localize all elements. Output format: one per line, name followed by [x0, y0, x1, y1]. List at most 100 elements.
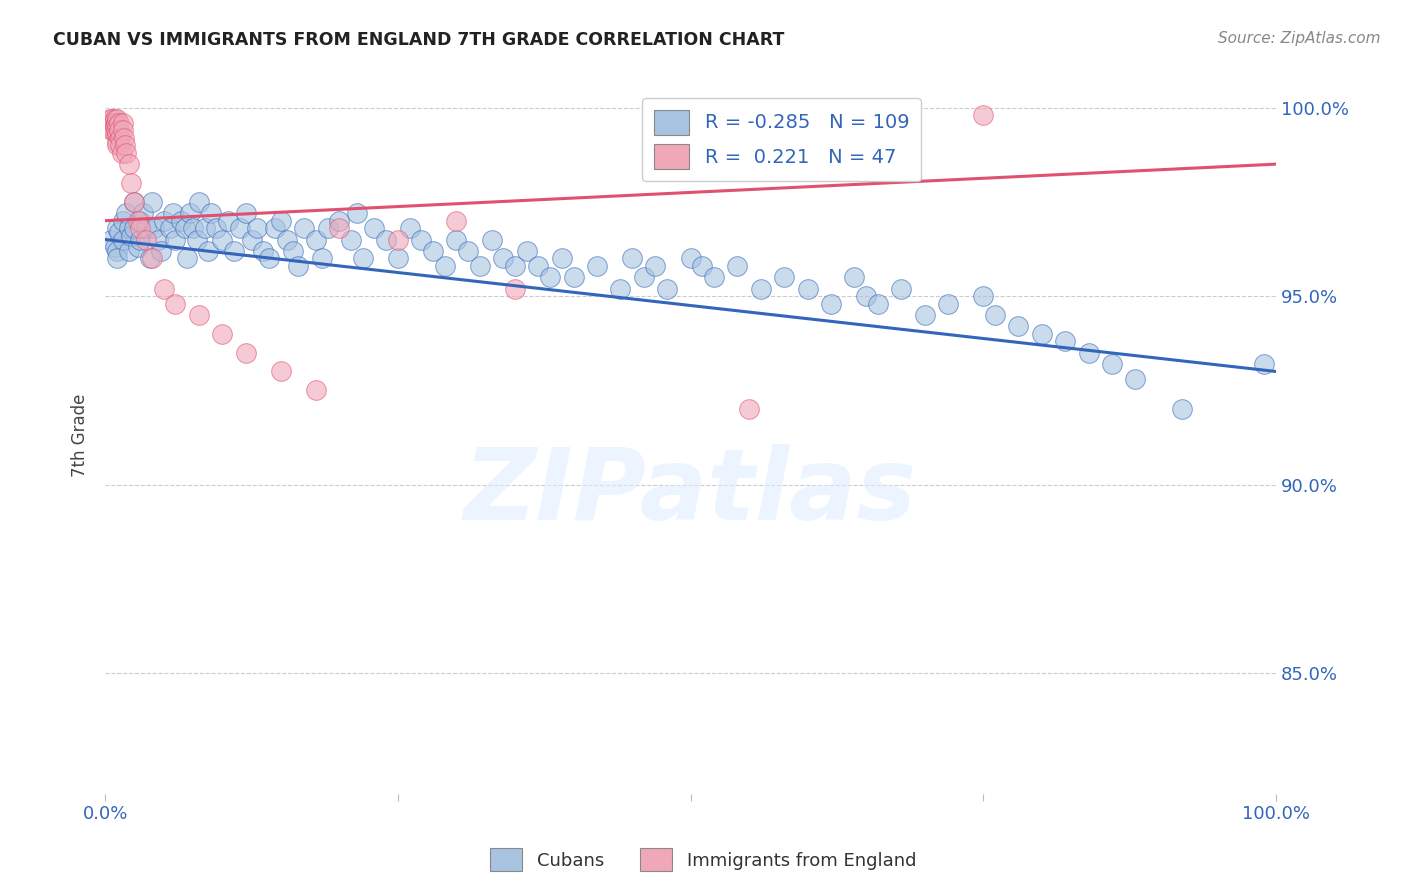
- Point: [200, 206, 222, 220]
- Point: [111, 116, 134, 130]
- Point: [972, 289, 994, 303]
- Point: [855, 289, 877, 303]
- Text: Source: ZipAtlas.com: Source: ZipAtlas.com: [1218, 31, 1381, 46]
- Point: [105, 112, 128, 126]
- Point: [252, 244, 274, 258]
- Point: [100, 116, 122, 130]
- Point: [114, 138, 136, 153]
- Point: [105, 138, 128, 153]
- Point: [621, 252, 644, 266]
- Point: [146, 233, 169, 247]
- Point: [305, 384, 328, 398]
- Point: [1253, 357, 1275, 371]
- Point: [738, 402, 761, 417]
- Point: [586, 259, 609, 273]
- Point: [516, 244, 538, 258]
- Point: [972, 108, 994, 122]
- Point: [363, 221, 385, 235]
- Point: [97, 120, 120, 134]
- Point: [187, 194, 209, 209]
- Point: [105, 120, 128, 134]
- Point: [141, 252, 163, 266]
- Point: [186, 233, 208, 247]
- Point: [105, 135, 128, 149]
- Point: [100, 233, 122, 247]
- Point: [281, 244, 304, 258]
- Point: [270, 364, 292, 378]
- Text: CUBAN VS IMMIGRANTS FROM ENGLAND 7TH GRADE CORRELATION CHART: CUBAN VS IMMIGRANTS FROM ENGLAND 7TH GRA…: [53, 31, 785, 49]
- Point: [98, 112, 121, 126]
- Point: [257, 252, 280, 266]
- Point: [503, 259, 526, 273]
- Point: [235, 206, 257, 220]
- Point: [152, 213, 174, 227]
- Point: [103, 116, 125, 130]
- Point: [120, 176, 142, 190]
- Point: [538, 270, 561, 285]
- Point: [103, 120, 125, 134]
- Point: [197, 244, 219, 258]
- Point: [914, 308, 936, 322]
- Point: [129, 221, 152, 235]
- Point: [352, 252, 374, 266]
- Point: [562, 270, 585, 285]
- Point: [270, 213, 292, 227]
- Point: [936, 296, 959, 310]
- Point: [1125, 372, 1147, 386]
- Point: [468, 259, 491, 273]
- Point: [117, 157, 139, 171]
- Point: [433, 259, 456, 273]
- Legend: Cubans, Immigrants from England: Cubans, Immigrants from England: [482, 841, 924, 879]
- Point: [340, 233, 363, 247]
- Point: [103, 123, 125, 137]
- Point: [246, 221, 269, 235]
- Point: [170, 213, 193, 227]
- Point: [211, 326, 233, 341]
- Text: ZIPatlas: ZIPatlas: [464, 444, 917, 541]
- Point: [1077, 345, 1099, 359]
- Point: [690, 259, 713, 273]
- Legend: R = -0.285   N = 109, R =  0.221   N = 47: R = -0.285 N = 109, R = 0.221 N = 47: [643, 98, 921, 181]
- Point: [165, 233, 187, 247]
- Point: [181, 221, 204, 235]
- Point: [222, 244, 245, 258]
- Point: [105, 127, 128, 141]
- Point: [866, 296, 889, 310]
- Point: [229, 221, 252, 235]
- Point: [117, 244, 139, 258]
- Point: [131, 206, 153, 220]
- Point: [111, 233, 134, 247]
- Point: [1101, 357, 1123, 371]
- Point: [305, 233, 328, 247]
- Point: [104, 123, 127, 137]
- Point: [159, 221, 181, 235]
- Point: [316, 221, 339, 235]
- Point: [100, 123, 122, 137]
- Point: [124, 194, 146, 209]
- Point: [105, 252, 128, 266]
- Point: [411, 233, 433, 247]
- Point: [264, 221, 287, 235]
- Point: [346, 206, 368, 220]
- Point: [457, 244, 479, 258]
- Point: [375, 233, 398, 247]
- Point: [503, 281, 526, 295]
- Point: [120, 228, 142, 243]
- Point: [211, 233, 233, 247]
- Point: [387, 252, 409, 266]
- Point: [633, 270, 655, 285]
- Point: [127, 213, 149, 227]
- Point: [115, 145, 138, 160]
- Point: [104, 116, 127, 130]
- Point: [129, 233, 152, 247]
- Point: [138, 252, 160, 266]
- Point: [105, 244, 128, 258]
- Point: [115, 206, 138, 220]
- Point: [328, 213, 350, 227]
- Point: [217, 213, 239, 227]
- Point: [124, 194, 146, 209]
- Point: [111, 213, 134, 227]
- Point: [110, 145, 132, 160]
- Point: [551, 252, 574, 266]
- Point: [108, 123, 131, 137]
